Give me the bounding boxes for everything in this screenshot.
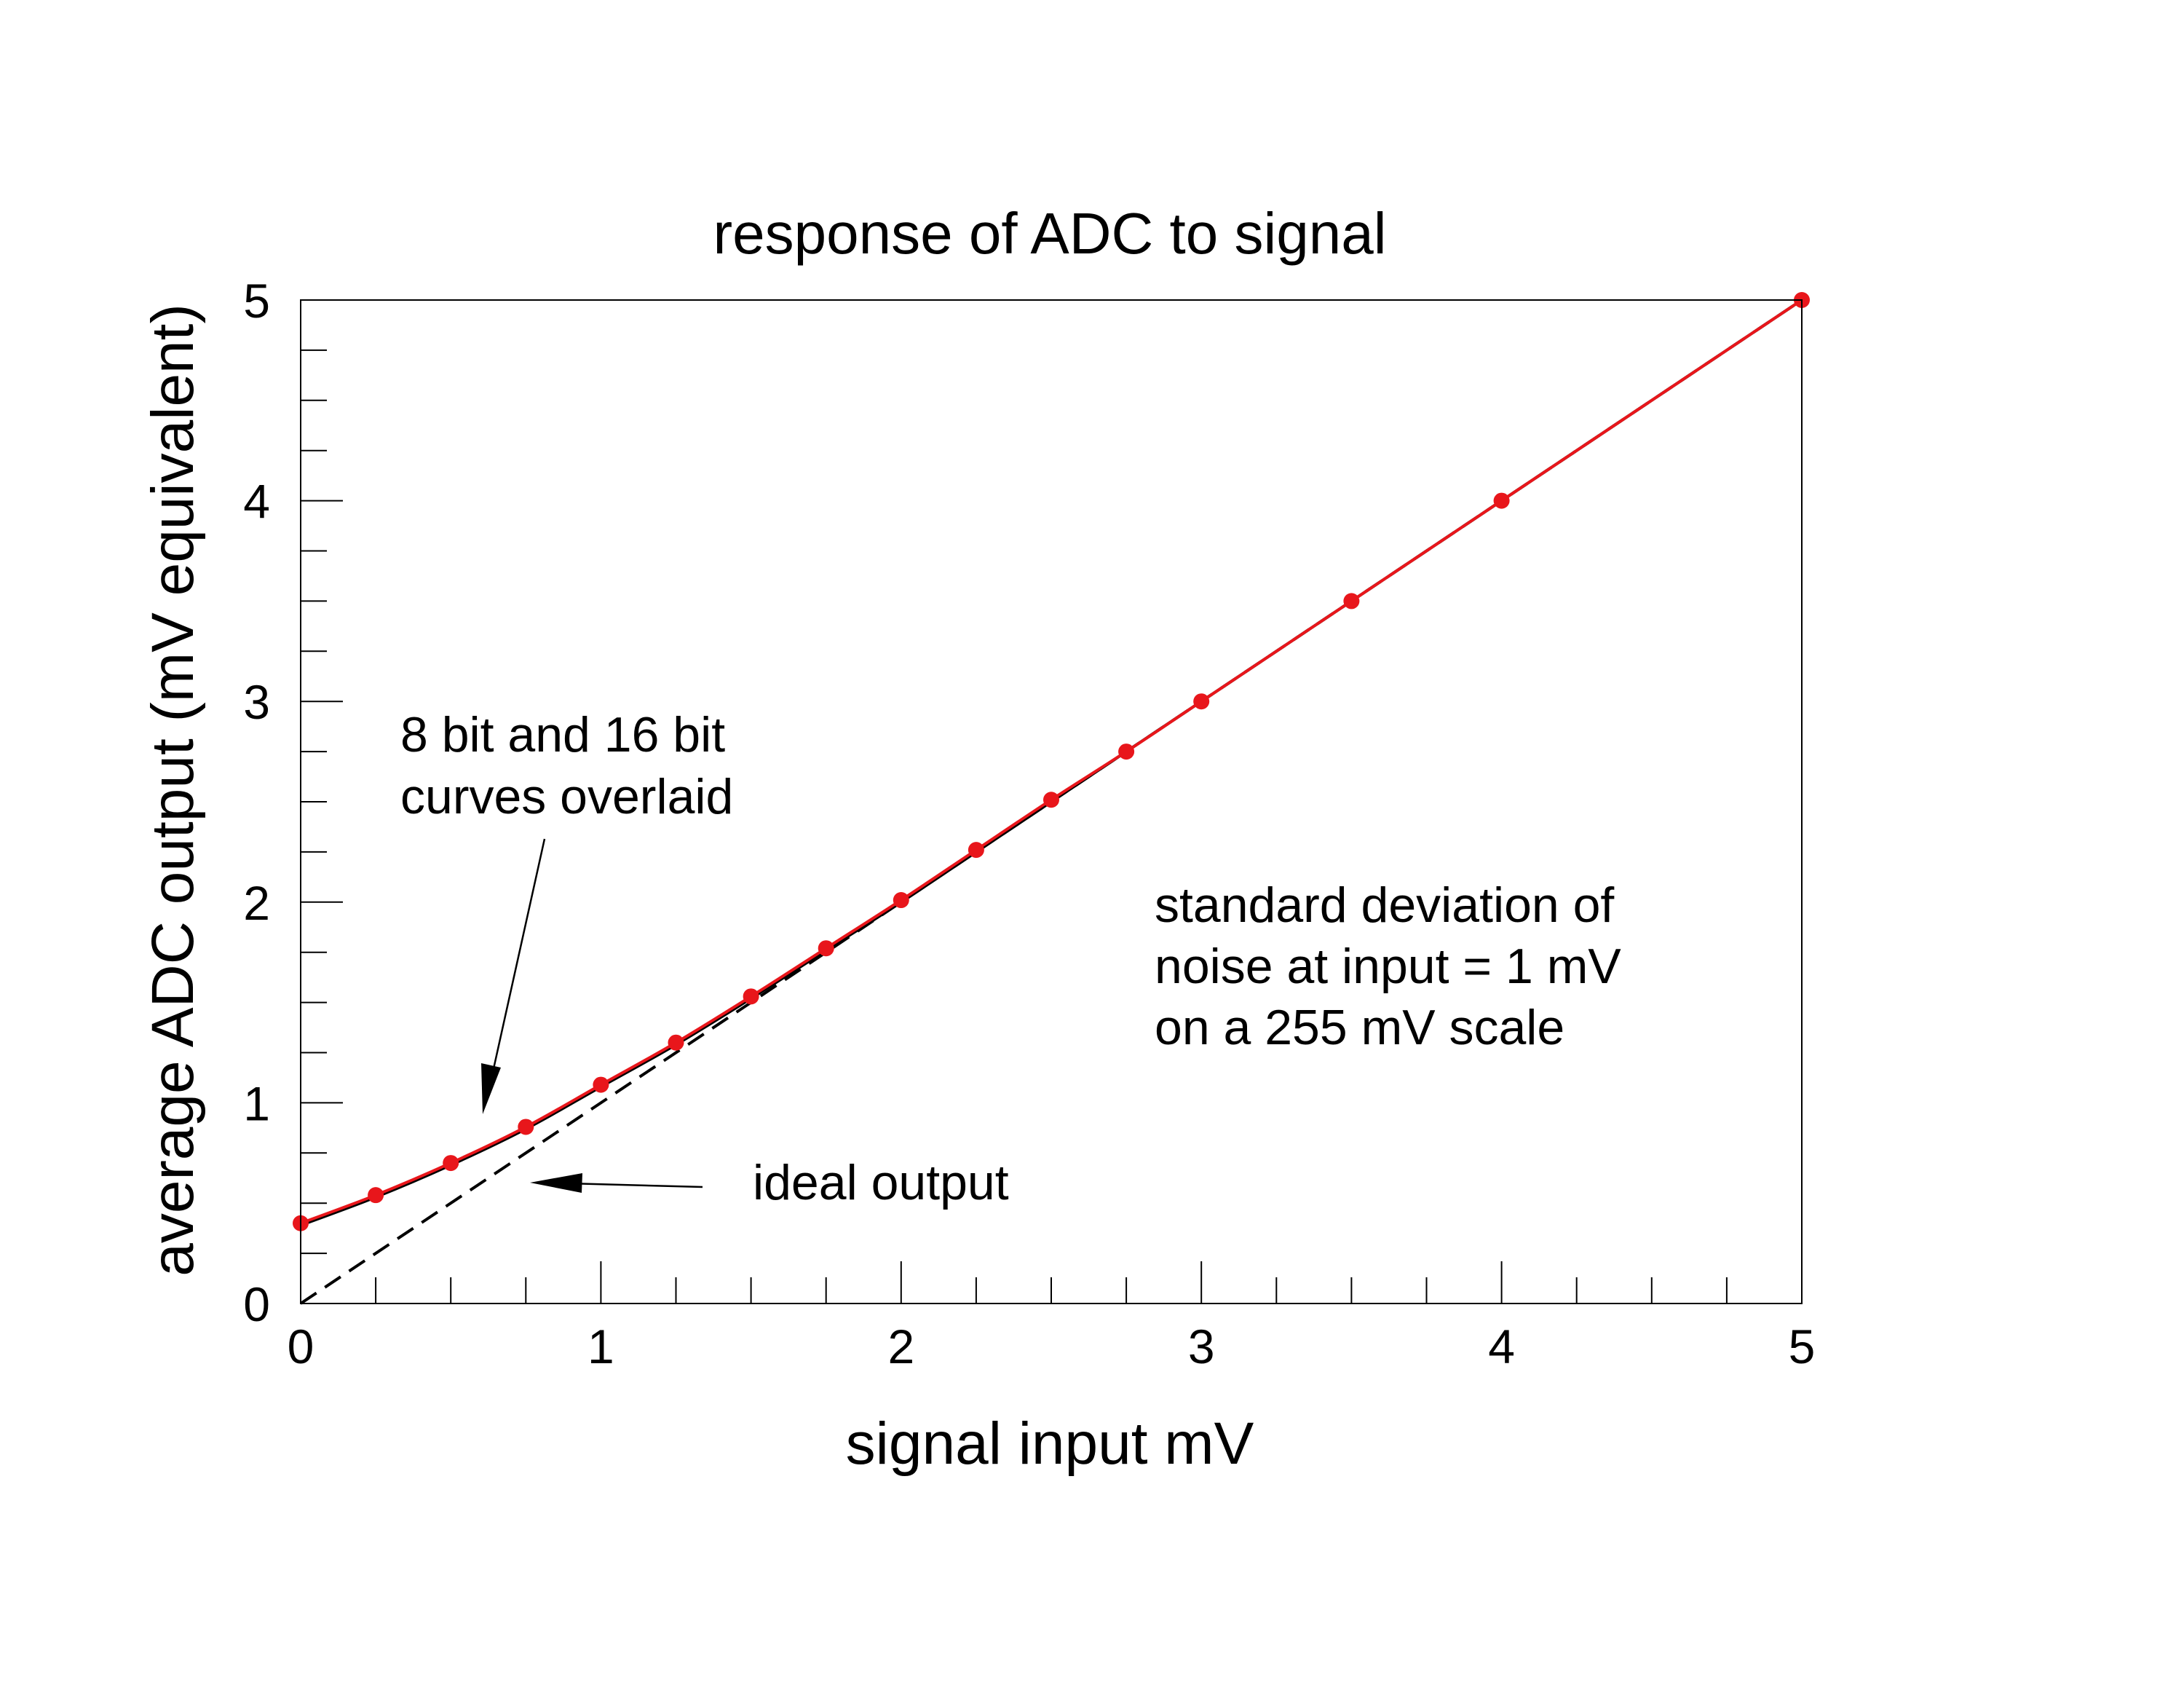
data-point: [818, 940, 834, 957]
data-point: [968, 842, 984, 859]
y-axis-label: average ADC output (mV equivalent): [140, 304, 206, 1277]
data-point: [1493, 492, 1510, 509]
annotation-ideal-arrowhead: [530, 1173, 582, 1193]
annotation-noise-line2: noise at input = 1 mV: [1155, 939, 1621, 994]
annotation-curves-arrowhead: [481, 1063, 501, 1114]
y-tick-label: 3: [243, 675, 270, 729]
x-tick-label: 5: [1789, 1320, 1816, 1373]
x-tick-label: 0: [288, 1320, 314, 1373]
chart-title: response of ADC to signal: [713, 201, 1387, 266]
y-tick-label: 0: [243, 1277, 270, 1331]
annotation-curves-arrow-shaft: [488, 838, 546, 1086]
axis-tick-labels: 0 1 2 3 4 5 0 1 2 3 4 5: [243, 274, 1815, 1373]
annotation-curves-line1: 8 bit and 16 bit: [400, 707, 725, 762]
data-point: [893, 892, 909, 909]
y-tick-label: 4: [243, 475, 270, 529]
markers-layer: [293, 292, 1810, 1231]
x-tick-label: 1: [587, 1320, 614, 1373]
data-point: [593, 1076, 609, 1093]
data-point: [1043, 792, 1059, 808]
data-point: [1193, 693, 1210, 710]
annotation-noise-line1: standard deviation of: [1155, 877, 1614, 933]
data-point: [368, 1187, 384, 1204]
annotation-ideal-arrow-shaft: [567, 1182, 703, 1188]
annotation-curves-line2: curves overlaid: [400, 769, 733, 824]
data-point: [668, 1034, 684, 1051]
data-point: [1118, 744, 1135, 760]
y-tick-label: 5: [243, 274, 270, 328]
data-point: [443, 1155, 459, 1172]
y-tick-label: 2: [243, 876, 270, 930]
y-tick-label: 1: [243, 1076, 270, 1130]
data-point: [518, 1119, 534, 1135]
data-point: [743, 988, 759, 1005]
x-tick-label: 2: [887, 1320, 914, 1373]
x-tick-label: 4: [1488, 1320, 1515, 1373]
annotation-ideal-output: ideal output: [753, 1155, 1009, 1210]
annotation-noise-line3: on a 255 mV scale: [1155, 1000, 1564, 1055]
plot-frame: [300, 299, 1803, 1304]
data-point: [1343, 593, 1360, 610]
x-axis-label: signal input mV: [846, 1411, 1254, 1477]
x-tick-label: 3: [1188, 1320, 1215, 1373]
